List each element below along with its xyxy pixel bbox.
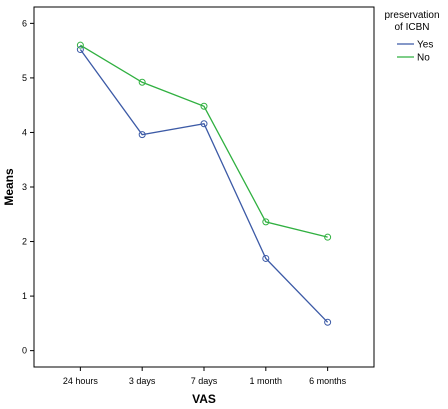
series-line-yes: [79, 49, 329, 323]
y-tick-label-1: 1: [22, 291, 27, 301]
x-tick-label-4: 6 months: [309, 376, 347, 386]
data-point-no-2: [200, 102, 208, 110]
legend-label-yes: Yes: [417, 40, 433, 51]
legend-title-line-2: of ICBN: [394, 22, 429, 33]
y-tick-label-0: 0: [22, 346, 27, 356]
data-point-no-4: [324, 233, 332, 241]
x-tick-label-1: 3 days: [129, 376, 156, 386]
y-tick-label-6: 6: [22, 18, 27, 28]
y-axis-title: Means: [2, 168, 16, 206]
y-tick-label-2: 2: [22, 237, 27, 247]
series-line-no: [80, 44, 328, 238]
legend-label-no: No: [417, 53, 430, 64]
x-tick-label-3: 1 month: [250, 376, 283, 386]
y-tick-label-5: 5: [22, 73, 27, 83]
data-point-yes-2: [200, 120, 208, 128]
y-axis: 0 1 2 3 4 5 6: [22, 18, 34, 356]
x-tick-label-2: 7 days: [191, 376, 218, 386]
data-point-no-0: [76, 41, 84, 49]
y-tick-label-3: 3: [22, 182, 27, 192]
legend-title-line-1: preservation: [384, 10, 439, 21]
data-point-yes-3: [262, 254, 270, 262]
x-tick-label-0: 24 hours: [63, 376, 99, 386]
series-layer: [76, 41, 332, 326]
x-axis: 24 hours 3 days 7 days 1 month 6 months: [63, 367, 347, 386]
y-tick-label-4: 4: [22, 127, 27, 137]
legend: preservation of ICBN Yes No: [384, 10, 439, 64]
data-point-no-1: [138, 78, 146, 86]
data-point-yes-4: [324, 318, 332, 326]
plot-frame: [33, 6, 375, 368]
x-axis-title: VAS: [192, 392, 216, 406]
data-point-yes-1: [138, 131, 146, 139]
data-point-no-3: [262, 218, 270, 226]
data-point-yes-0: [76, 46, 84, 54]
